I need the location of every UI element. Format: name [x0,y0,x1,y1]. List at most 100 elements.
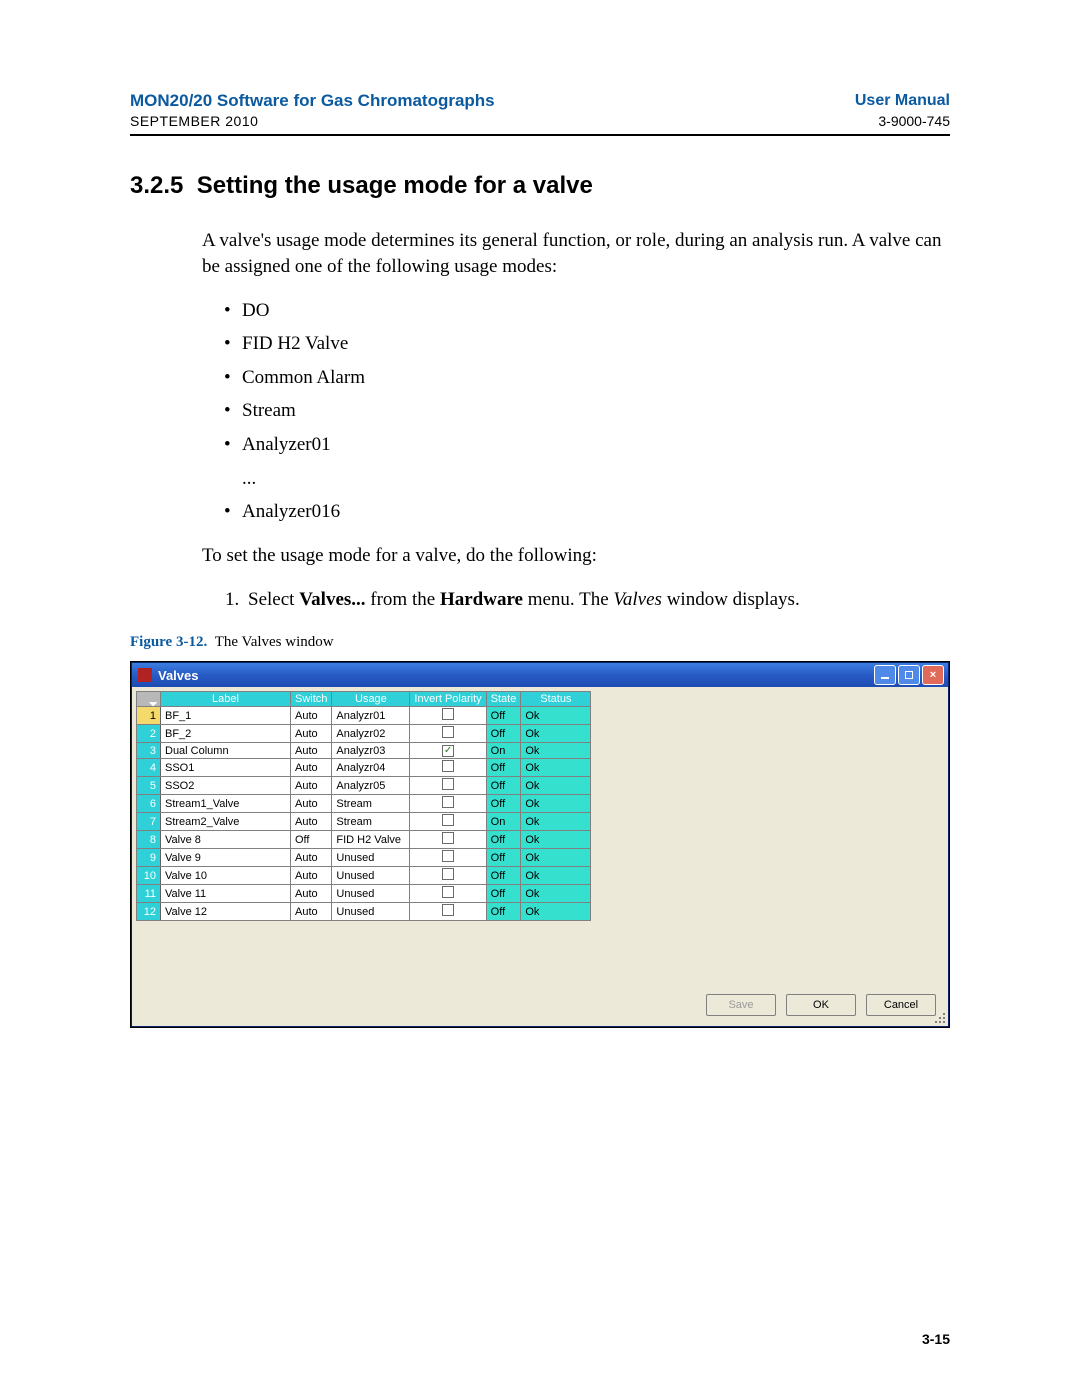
row-number-cell[interactable]: 2 [137,725,161,743]
cell-usage[interactable]: Analyzr05 [332,777,410,795]
cell-switch[interactable]: Auto [291,707,332,725]
cell-switch[interactable]: Auto [291,759,332,777]
cell-invert-polarity[interactable] [410,903,486,921]
checkbox-icon[interactable] [442,886,454,898]
cell-label[interactable]: SSO1 [161,759,291,777]
cell-invert-polarity[interactable] [410,759,486,777]
checkbox-icon[interactable] [442,708,454,720]
checkbox-icon[interactable] [442,832,454,844]
cell-usage[interactable]: Stream [332,813,410,831]
col-header-switch[interactable]: Switch [291,692,332,707]
maximize-button[interactable] [898,665,920,685]
minimize-button[interactable] [874,665,896,685]
row-number-cell[interactable]: 1 [137,707,161,725]
row-number-cell[interactable]: 11 [137,885,161,903]
col-header-label[interactable]: Label [161,692,291,707]
cell-label[interactable]: Valve 12 [161,903,291,921]
checkbox-icon[interactable] [442,726,454,738]
table-row[interactable]: 5SSO2AutoAnalyzr05OffOk [137,777,591,795]
cell-usage[interactable]: Unused [332,849,410,867]
checkbox-icon[interactable] [442,904,454,916]
cell-usage[interactable]: Stream [332,795,410,813]
col-header-usage[interactable]: Usage [332,692,410,707]
cell-usage[interactable]: Unused [332,885,410,903]
cell-invert-polarity[interactable] [410,777,486,795]
resize-grip-icon[interactable] [932,1010,946,1024]
cell-switch[interactable]: Auto [291,795,332,813]
cell-label[interactable]: Valve 10 [161,867,291,885]
cell-usage[interactable]: FID H2 Valve [332,831,410,849]
cell-usage[interactable]: Analyzr02 [332,725,410,743]
cell-switch[interactable]: Off [291,831,332,849]
cell-usage[interactable]: Analyzr01 [332,707,410,725]
row-number-cell[interactable]: 7 [137,813,161,831]
row-number-cell[interactable]: 8 [137,831,161,849]
cell-usage[interactable]: Unused [332,867,410,885]
row-number-cell[interactable]: 6 [137,795,161,813]
checkbox-icon[interactable] [442,814,454,826]
cell-invert-polarity[interactable] [410,813,486,831]
table-row[interactable]: 7Stream2_ValveAutoStreamOnOk [137,813,591,831]
row-number-cell[interactable]: 12 [137,903,161,921]
row-number-cell[interactable]: 4 [137,759,161,777]
cell-switch[interactable]: Auto [291,725,332,743]
ok-button[interactable]: OK [786,994,856,1016]
cell-invert-polarity[interactable] [410,725,486,743]
cell-switch[interactable]: Auto [291,885,332,903]
cell-label[interactable]: Dual Column [161,743,291,759]
cell-usage[interactable]: Unused [332,903,410,921]
table-row[interactable]: 6Stream1_ValveAutoStreamOffOk [137,795,591,813]
row-number-cell[interactable]: 5 [137,777,161,795]
checkbox-icon[interactable] [442,796,454,808]
cell-label[interactable]: Valve 9 [161,849,291,867]
cell-label[interactable]: BF_2 [161,725,291,743]
cell-label[interactable]: Valve 11 [161,885,291,903]
cell-invert-polarity[interactable] [410,849,486,867]
table-row[interactable]: 8Valve 8OffFID H2 ValveOffOk [137,831,591,849]
col-header-status[interactable]: Status [521,692,591,707]
cell-label[interactable]: Valve 8 [161,831,291,849]
table-row[interactable]: 4SSO1AutoAnalyzr04OffOk [137,759,591,777]
table-row[interactable]: 10Valve 10AutoUnusedOffOk [137,867,591,885]
table-row[interactable]: 9Valve 9AutoUnusedOffOk [137,849,591,867]
table-row[interactable]: 1BF_1AutoAnalyzr01OffOk [137,707,591,725]
cell-invert-polarity[interactable] [410,867,486,885]
cell-switch[interactable]: Auto [291,743,332,759]
cell-usage[interactable]: Analyzr04 [332,759,410,777]
valves-grid[interactable]: Label Switch Usage Invert Polarity State… [136,691,591,921]
window-titlebar[interactable]: Valves × [132,663,948,687]
cancel-button[interactable]: Cancel [866,994,936,1016]
checkbox-icon[interactable] [442,760,454,772]
grid-corner-cell[interactable] [137,692,161,707]
cell-label[interactable]: Stream2_Valve [161,813,291,831]
cell-invert-polarity[interactable] [410,885,486,903]
save-button[interactable]: Save [706,994,776,1016]
cell-invert-polarity[interactable] [410,831,486,849]
cell-usage[interactable]: Analyzr03 [332,743,410,759]
checkbox-icon[interactable] [442,778,454,790]
checkbox-icon[interactable] [442,850,454,862]
cell-switch[interactable]: Auto [291,867,332,885]
checkbox-icon[interactable] [442,868,454,880]
close-button[interactable]: × [922,665,944,685]
cell-label[interactable]: BF_1 [161,707,291,725]
cell-label[interactable]: Stream1_Valve [161,795,291,813]
row-number-cell[interactable]: 3 [137,743,161,759]
cell-invert-polarity[interactable]: ✓ [410,743,486,759]
table-row[interactable]: 2BF_2AutoAnalyzr02OffOk [137,725,591,743]
table-row[interactable]: 3Dual ColumnAutoAnalyzr03✓OnOk [137,743,591,759]
col-header-invert[interactable]: Invert Polarity [410,692,486,707]
row-number-cell[interactable]: 9 [137,849,161,867]
row-number-cell[interactable]: 10 [137,867,161,885]
cell-invert-polarity[interactable] [410,795,486,813]
cell-switch[interactable]: Auto [291,813,332,831]
cell-invert-polarity[interactable] [410,707,486,725]
cell-switch[interactable]: Auto [291,849,332,867]
cell-switch[interactable]: Auto [291,777,332,795]
table-row[interactable]: 12Valve 12AutoUnusedOffOk [137,903,591,921]
cell-switch[interactable]: Auto [291,903,332,921]
table-row[interactable]: 11Valve 11AutoUnusedOffOk [137,885,591,903]
checkbox-icon[interactable]: ✓ [442,745,454,757]
cell-label[interactable]: SSO2 [161,777,291,795]
col-header-state[interactable]: State [486,692,521,707]
